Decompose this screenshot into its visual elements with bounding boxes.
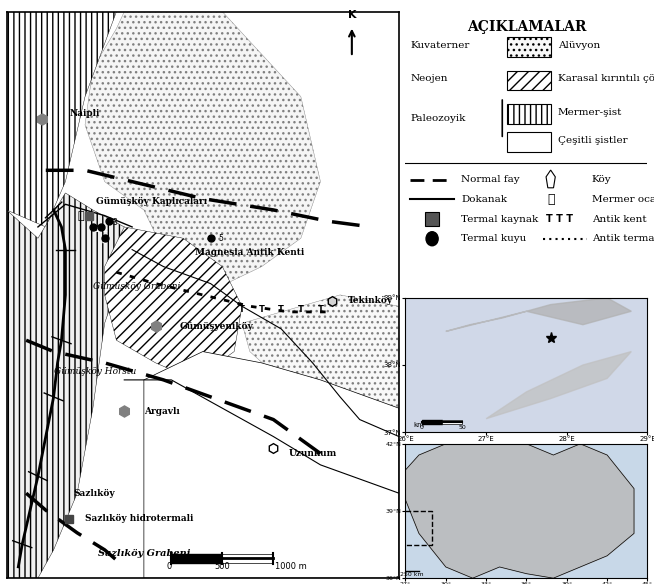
Text: Sazlıköy: Sazlıköy (73, 489, 115, 498)
Text: T: T (298, 305, 303, 314)
Text: 3: 3 (112, 218, 117, 227)
Polygon shape (105, 227, 242, 380)
Text: Sazlıköy hidrotermali: Sazlıköy hidrotermali (85, 514, 194, 523)
Bar (399, 511, 432, 544)
Text: Gümüşköy Grabeni: Gümüşköy Grabeni (93, 282, 181, 291)
Text: ⛏: ⛏ (547, 193, 555, 206)
FancyBboxPatch shape (507, 104, 551, 124)
Text: Dokanak: Dokanak (461, 195, 507, 204)
Text: Neojen: Neojen (410, 74, 448, 84)
Text: T T T: T T T (546, 214, 573, 224)
Polygon shape (242, 295, 399, 419)
Text: Köy: Köy (592, 175, 611, 185)
Text: AÇIKLAMALAR: AÇIKLAMALAR (467, 20, 586, 34)
Circle shape (426, 232, 438, 246)
FancyBboxPatch shape (507, 37, 551, 57)
Text: K: K (348, 10, 356, 20)
Text: Gümüşköy Kaplıcaları: Gümüşköy Kaplıcaları (96, 197, 207, 206)
Text: Kuvaterner: Kuvaterner (410, 41, 470, 50)
Text: Antik kent: Antik kent (592, 214, 646, 224)
Text: 50: 50 (458, 425, 466, 430)
Text: Uzunkum: Uzunkum (289, 449, 337, 458)
Text: Antik termal su kanalı: Antik termal su kanalı (592, 234, 654, 244)
Text: Argavlı: Argavlı (144, 406, 180, 416)
Text: 0: 0 (420, 425, 424, 430)
FancyBboxPatch shape (507, 71, 551, 90)
Text: Mermer-şist: Mermer-şist (558, 108, 623, 117)
Text: Magnesia Antik Kenti: Magnesia Antik Kenti (195, 248, 305, 258)
Text: 2: 2 (102, 227, 107, 233)
Polygon shape (399, 433, 634, 578)
Text: Naipli: Naipli (69, 109, 99, 118)
Text: Alüvyon: Alüvyon (558, 41, 600, 50)
Text: 250 km: 250 km (400, 572, 424, 577)
Polygon shape (7, 12, 116, 227)
Text: T: T (239, 305, 245, 314)
Text: 4: 4 (102, 237, 107, 246)
Text: Mermer ocağı: Mermer ocağı (592, 194, 654, 204)
Text: Sazlıköy Grabeni: Sazlıköy Grabeni (97, 548, 190, 558)
Text: Termal kaynak: Termal kaynak (461, 214, 538, 224)
Polygon shape (144, 352, 399, 578)
Text: 1: 1 (94, 227, 99, 233)
Text: Tekinköy: Tekinköy (348, 296, 393, 305)
Polygon shape (85, 12, 320, 295)
Polygon shape (7, 193, 124, 578)
Text: 1000 m: 1000 m (275, 562, 307, 571)
Text: km: km (413, 422, 424, 428)
Text: Gümüşyeniköy: Gümüşyeniköy (179, 322, 253, 331)
Polygon shape (446, 298, 631, 331)
Text: T: T (259, 305, 264, 314)
Polygon shape (546, 170, 555, 188)
Text: ⛏: ⛏ (78, 211, 84, 221)
FancyBboxPatch shape (425, 212, 439, 226)
Text: Gümüşköy Horstu: Gümüşköy Horstu (54, 367, 136, 376)
Text: 500: 500 (215, 562, 230, 571)
Text: T: T (318, 305, 323, 314)
Text: Çeşitli şistler: Çeşitli şistler (558, 136, 628, 145)
Text: 5: 5 (218, 234, 223, 243)
Polygon shape (486, 352, 631, 419)
Text: Paleozoyik: Paleozoyik (410, 114, 466, 123)
Text: T: T (279, 305, 284, 314)
Text: Normal fay: Normal fay (461, 175, 520, 185)
Text: Termal kuyu: Termal kuyu (461, 234, 526, 244)
Text: 0: 0 (167, 562, 172, 571)
Text: Karasal kırıntılı çökeller: Karasal kırıntılı çökeller (558, 74, 654, 84)
FancyBboxPatch shape (507, 132, 551, 152)
